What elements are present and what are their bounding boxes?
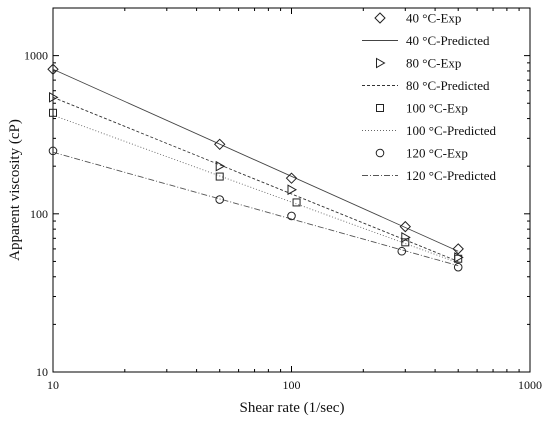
y-tick-label: 1000 [24,49,48,63]
exp-data-point [401,231,411,243]
legend-label: 80 °C-Predicted [406,78,490,93]
exp-data-point [287,184,298,196]
exp-data-point [452,243,464,255]
exp-data-point [48,146,58,156]
legend-marker-swatch [374,12,386,24]
exp-data-point [49,108,57,117]
predicted-line [52,114,459,264]
x-tick-label: 1000 [518,378,542,392]
y-tick-label: 100 [30,207,48,221]
exp-data-point [287,211,296,221]
exp-data-point [49,91,59,103]
exp-data-point [213,138,226,151]
axis-ticks: 10 100 1000 10 100 1000 [24,7,542,392]
x-axis-label: Shear rate (1/sec) [240,400,345,416]
exp-data-point [401,238,410,247]
exp-data-point [397,246,407,256]
legend-label: 40 °C-Predicted [406,33,490,48]
x-tick-label: 100 [283,378,301,392]
exp-data-point [215,160,226,172]
legend-marker-swatch [376,104,384,112]
exp-markers [47,63,464,272]
exp-data-point [292,198,301,207]
exp-data-point [47,63,59,75]
exp-data-point [399,220,412,233]
legend-label: 120 °C-Predicted [406,168,497,183]
exp-data-point [215,195,225,204]
predicted-line [52,96,459,262]
exp-data-point [285,172,298,184]
y-tick-label: 10 [36,365,48,379]
legend-label: 40 °C-Exp [406,11,461,26]
legend: 40 °C-Exp 40 °C-Predicted 80 °C-Exp 80 °C-P… [362,11,497,183]
legend-marker-swatch [375,148,385,158]
legend-label: 100 °C-Predicted [406,123,497,138]
predicted-line [52,68,459,252]
legend-label: 80 °C-Exp [406,56,461,71]
legend-label: 100 °C-Exp [406,101,468,116]
legend-label: 120 °C-Exp [406,146,468,161]
x-tick-label: 10 [47,378,59,392]
exp-data-point [215,172,224,181]
exp-data-point [454,254,463,263]
y-axis-label: Apparent viscosity (cP) [7,119,23,261]
exp-data-point [453,262,463,272]
predicted-line [52,151,459,267]
legend-marker-swatch [376,57,386,69]
predicted-lines [52,68,459,267]
